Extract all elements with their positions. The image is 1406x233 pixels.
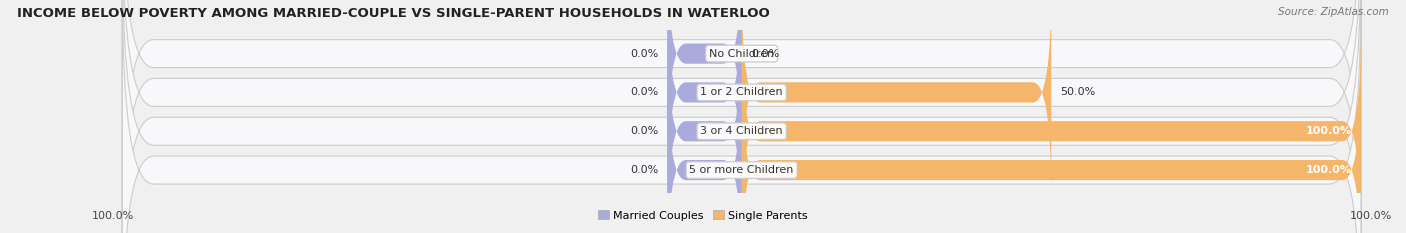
Text: 100.0%: 100.0% <box>91 211 134 221</box>
FancyBboxPatch shape <box>668 64 742 233</box>
Text: 100.0%: 100.0% <box>1306 126 1351 136</box>
FancyBboxPatch shape <box>742 64 1361 233</box>
Text: 50.0%: 50.0% <box>1060 87 1095 97</box>
FancyBboxPatch shape <box>122 0 1361 233</box>
Text: 100.0%: 100.0% <box>1306 165 1351 175</box>
Text: 1 or 2 Children: 1 or 2 Children <box>700 87 783 97</box>
FancyBboxPatch shape <box>742 0 1052 199</box>
Legend: Married Couples, Single Parents: Married Couples, Single Parents <box>593 206 813 225</box>
Text: 0.0%: 0.0% <box>630 49 658 58</box>
Text: 0.0%: 0.0% <box>751 49 779 58</box>
Text: 3 or 4 Children: 3 or 4 Children <box>700 126 783 136</box>
Text: 5 or more Children: 5 or more Children <box>689 165 794 175</box>
FancyBboxPatch shape <box>122 0 1361 233</box>
FancyBboxPatch shape <box>742 25 1361 233</box>
FancyBboxPatch shape <box>668 0 742 199</box>
Text: No Children: No Children <box>709 49 775 58</box>
FancyBboxPatch shape <box>122 0 1361 233</box>
FancyBboxPatch shape <box>668 0 742 160</box>
Text: 0.0%: 0.0% <box>630 126 658 136</box>
Text: INCOME BELOW POVERTY AMONG MARRIED-COUPLE VS SINGLE-PARENT HOUSEHOLDS IN WATERLO: INCOME BELOW POVERTY AMONG MARRIED-COUPL… <box>17 7 769 20</box>
FancyBboxPatch shape <box>668 25 742 233</box>
FancyBboxPatch shape <box>122 0 1361 233</box>
Text: 100.0%: 100.0% <box>1350 211 1392 221</box>
Text: 0.0%: 0.0% <box>630 165 658 175</box>
Text: Source: ZipAtlas.com: Source: ZipAtlas.com <box>1278 7 1389 17</box>
Text: 0.0%: 0.0% <box>630 87 658 97</box>
